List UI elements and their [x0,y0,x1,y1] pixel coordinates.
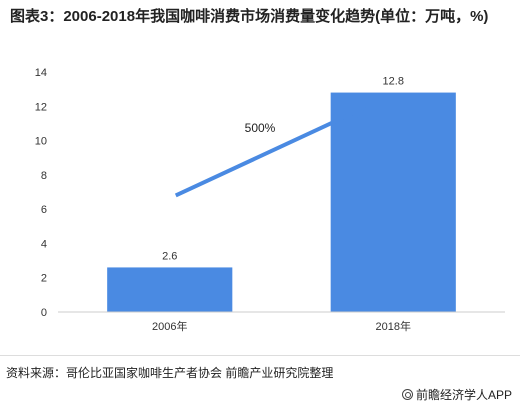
y-tick-label: 4 [41,238,47,250]
bar-1 [107,267,233,312]
brand-label: 前瞻经济学人APP [415,388,512,402]
y-tick-label: 0 [41,307,47,319]
y-tick-label: 14 [35,67,47,79]
bar-2 [330,92,456,312]
growth-arrow [174,106,367,198]
bars: 2.6 12.8 [107,76,456,312]
x-tick-label: 2018年 [376,319,411,333]
footer-divider [0,355,520,356]
y-tick-label: 2 [41,273,47,285]
y-tick-label: 8 [41,170,47,182]
bar-chart: 0 2 4 6 8 10 12 14 2.6 12.8 2006年 2018年 500% [35,67,505,333]
brand-logo-icon [401,389,413,400]
growth-annotation: 500% [174,106,367,198]
source-note: 资料来源：哥伦比亚国家咖啡生产者协会 前瞻产业研究院整理 [6,366,334,380]
brand: 前瞻经济学人APP [401,386,512,403]
data-label: 2.6 [162,250,177,262]
y-tick-label: 10 [35,136,47,148]
growth-label: 500% [245,121,276,135]
data-label: 12.8 [383,76,404,88]
y-axis: 0 2 4 6 8 10 12 14 [35,67,47,319]
x-tick-label: 2006年 [152,319,187,333]
chart-title: 图表3：2006-2018年我国咖啡消费市场消费量变化趋势(单位：万吨，%) [10,8,489,25]
x-axis: 2006年 2018年 [58,311,505,333]
y-tick-label: 12 [35,101,47,113]
y-tick-label: 6 [41,204,47,216]
